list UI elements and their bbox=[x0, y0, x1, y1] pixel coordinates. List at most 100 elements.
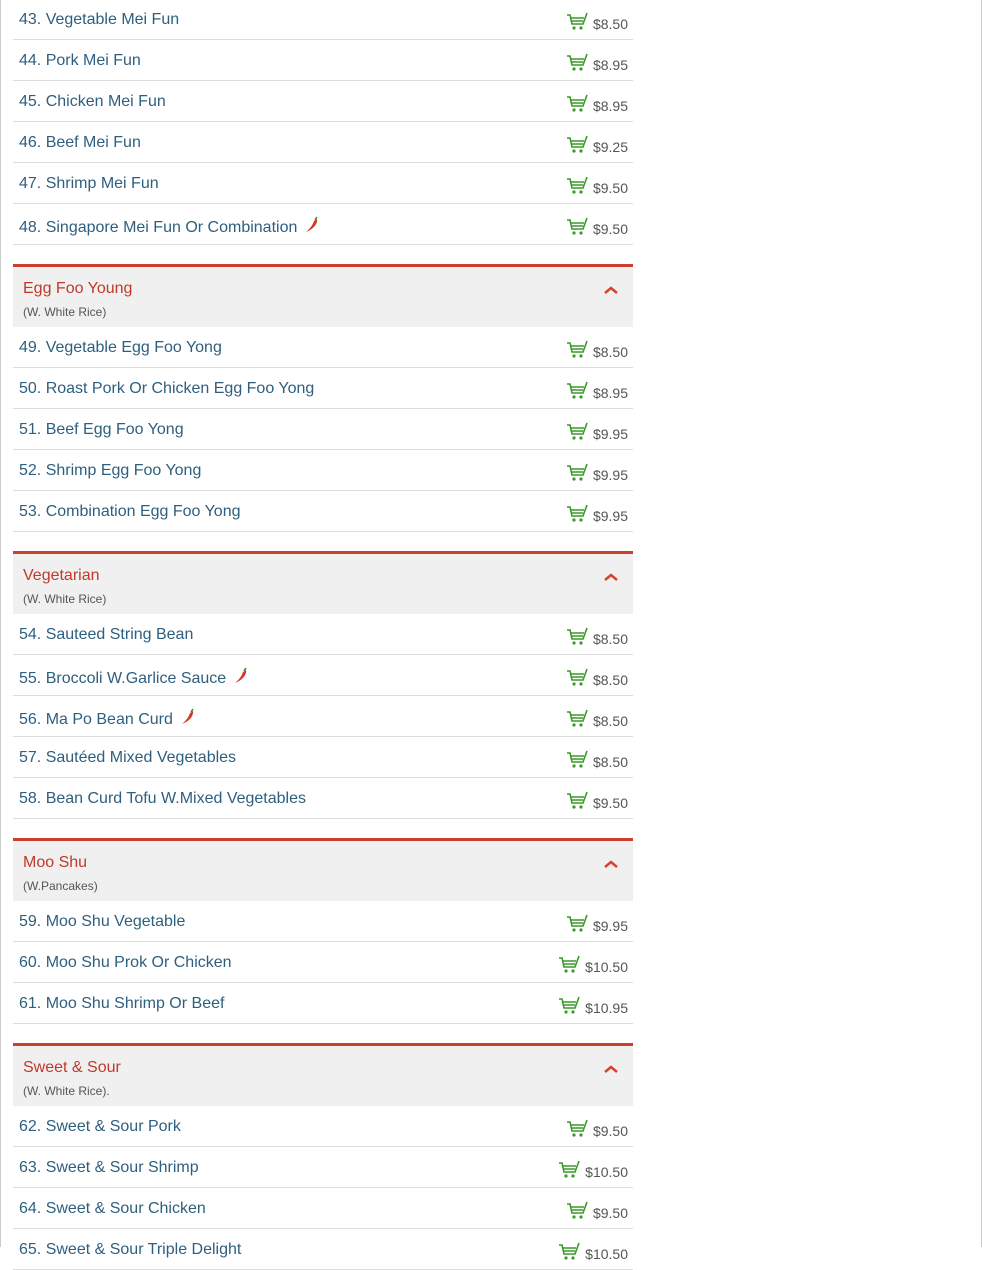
menu-item[interactable]: 65. Sweet & Sour Triple Delight $10.50 bbox=[13, 1229, 633, 1270]
item-name[interactable]: 45. Chicken Mei Fun bbox=[19, 93, 166, 110]
cart-icon[interactable] bbox=[566, 422, 590, 445]
cart-icon[interactable] bbox=[566, 750, 590, 773]
item-name[interactable]: 57. Sautéed Mixed Vegetables bbox=[19, 749, 237, 766]
item-name[interactable]: 56. Ma Po Bean Curd bbox=[19, 711, 173, 728]
item-name[interactable]: 47. Shrimp Mei Fun bbox=[19, 175, 159, 192]
item-name[interactable]: 59. Moo Shu Vegetable bbox=[19, 913, 186, 930]
chevron-up-icon[interactable] bbox=[603, 569, 619, 587]
menu-item[interactable]: 64. Sweet & Sour Chicken $9.50 bbox=[13, 1188, 633, 1229]
cart-icon[interactable] bbox=[566, 1119, 590, 1142]
menu-item[interactable]: 60. Moo Shu Prok Or Chicken $10.50 bbox=[13, 942, 633, 983]
cart-icon[interactable] bbox=[566, 914, 590, 937]
add-to-cart[interactable]: $9.50 bbox=[566, 217, 628, 240]
add-to-cart[interactable]: $8.50 bbox=[566, 709, 628, 732]
menu-item[interactable]: 55. Broccoli W.Garlice Sauce $8.50 bbox=[13, 655, 633, 696]
item-name[interactable]: 51. Beef Egg Foo Yong bbox=[19, 421, 184, 438]
add-to-cart[interactable]: $9.50 bbox=[566, 1201, 628, 1224]
menu-item[interactable]: 49. Vegetable Egg Foo Yong $8.50 bbox=[13, 327, 633, 368]
item-name[interactable]: 63. Sweet & Sour Shrimp bbox=[19, 1159, 199, 1176]
add-to-cart[interactable]: $10.95 bbox=[558, 996, 628, 1019]
menu-item[interactable]: 53. Combination Egg Foo Yong $9.95 bbox=[13, 491, 633, 532]
cart-icon[interactable] bbox=[566, 217, 590, 240]
add-to-cart[interactable]: $8.95 bbox=[566, 94, 628, 117]
cart-icon[interactable] bbox=[566, 176, 590, 199]
cart-icon[interactable] bbox=[566, 53, 590, 76]
add-to-cart[interactable]: $9.95 bbox=[566, 504, 628, 527]
item-name[interactable]: 55. Broccoli W.Garlice Sauce bbox=[19, 670, 227, 687]
cart-icon[interactable] bbox=[566, 381, 590, 404]
menu-item[interactable]: 43. Vegetable Mei Fun $8.50 bbox=[13, 0, 633, 40]
cart-icon[interactable] bbox=[566, 668, 590, 691]
cart-icon[interactable] bbox=[566, 791, 590, 814]
category-header[interactable]: Sweet & Sour (W. White Rice). bbox=[13, 1043, 633, 1106]
menu-item[interactable]: 59. Moo Shu Vegetable $9.95 bbox=[13, 901, 633, 942]
item-name[interactable]: 44. Pork Mei Fun bbox=[19, 52, 141, 69]
menu-item[interactable]: 54. Sauteed String Bean $8.50 bbox=[13, 614, 633, 655]
add-to-cart[interactable]: $9.50 bbox=[566, 176, 628, 199]
add-to-cart[interactable]: $9.95 bbox=[566, 914, 628, 937]
item-name[interactable]: 54. Sauteed String Bean bbox=[19, 626, 194, 643]
cart-icon[interactable] bbox=[558, 1160, 582, 1183]
add-to-cart[interactable]: $10.50 bbox=[558, 1242, 628, 1265]
item-name[interactable]: 62. Sweet & Sour Pork bbox=[19, 1118, 181, 1135]
cart-icon[interactable] bbox=[566, 94, 590, 117]
chevron-up-icon[interactable] bbox=[603, 1061, 619, 1079]
add-to-cart[interactable]: $8.50 bbox=[566, 12, 628, 35]
add-to-cart[interactable]: $8.50 bbox=[566, 340, 628, 363]
cart-icon[interactable] bbox=[566, 627, 590, 650]
item-name[interactable]: 61. Moo Shu Shrimp Or Beef bbox=[19, 995, 225, 1012]
add-to-cart[interactable]: $8.95 bbox=[566, 381, 628, 404]
menu-item[interactable]: 52. Shrimp Egg Foo Yong $9.95 bbox=[13, 450, 633, 491]
menu-item[interactable]: 63. Sweet & Sour Shrimp $10.50 bbox=[13, 1147, 633, 1188]
menu-item[interactable]: 48. Singapore Mei Fun Or Combination $9.… bbox=[13, 204, 633, 245]
category-header[interactable]: Vegetarian (W. White Rice) bbox=[13, 551, 633, 614]
menu-item[interactable]: 57. Sautéed Mixed Vegetables $8.50 bbox=[13, 737, 633, 778]
menu-item[interactable]: 46. Beef Mei Fun $9.25 bbox=[13, 122, 633, 163]
category-header[interactable]: Moo Shu (W.Pancakes) bbox=[13, 838, 633, 901]
item-name[interactable]: 49. Vegetable Egg Foo Yong bbox=[19, 339, 222, 356]
menu-item[interactable]: 62. Sweet & Sour Pork $9.50 bbox=[13, 1106, 633, 1147]
chevron-up-icon[interactable] bbox=[603, 856, 619, 874]
item-name[interactable]: 64. Sweet & Sour Chicken bbox=[19, 1200, 206, 1217]
cart-icon[interactable] bbox=[558, 1242, 582, 1265]
item-name[interactable]: 43. Vegetable Mei Fun bbox=[19, 11, 180, 28]
add-to-cart[interactable]: $8.50 bbox=[566, 627, 628, 650]
cart-icon[interactable] bbox=[566, 709, 590, 732]
cart-icon[interactable] bbox=[558, 996, 582, 1019]
item-name[interactable]: 58. Bean Curd Tofu W.Mixed Vegetables bbox=[19, 790, 306, 807]
menu-item[interactable]: 56. Ma Po Bean Curd $8.50 bbox=[13, 696, 633, 737]
cart-icon[interactable] bbox=[566, 340, 590, 363]
add-to-cart[interactable]: $8.95 bbox=[566, 53, 628, 76]
cart-icon[interactable] bbox=[566, 1201, 590, 1224]
add-to-cart[interactable]: $8.50 bbox=[566, 750, 628, 773]
item-name[interactable]: 50. Roast Pork Or Chicken Egg Foo Yong bbox=[19, 380, 315, 397]
add-to-cart[interactable]: $9.95 bbox=[566, 422, 628, 445]
item-name[interactable]: 52. Shrimp Egg Foo Yong bbox=[19, 462, 202, 479]
menu-item[interactable]: 47. Shrimp Mei Fun $9.50 bbox=[13, 163, 633, 204]
add-to-cart[interactable]: $8.50 bbox=[566, 668, 628, 691]
category-header[interactable]: Egg Foo Young (W. White Rice) bbox=[13, 264, 633, 327]
menu-item[interactable]: 51. Beef Egg Foo Yong $9.95 bbox=[13, 409, 633, 450]
add-to-cart[interactable]: $10.50 bbox=[558, 1160, 628, 1183]
menu-item[interactable]: 44. Pork Mei Fun $8.95 bbox=[13, 40, 633, 81]
item-name[interactable]: 48. Singapore Mei Fun Or Combination bbox=[19, 219, 298, 236]
add-to-cart[interactable]: $9.50 bbox=[566, 791, 628, 814]
cart-icon[interactable] bbox=[558, 955, 582, 978]
add-to-cart[interactable]: $9.50 bbox=[566, 1119, 628, 1142]
add-to-cart[interactable]: $9.95 bbox=[566, 463, 628, 486]
add-to-cart[interactable]: $9.25 bbox=[566, 135, 628, 158]
cart-icon[interactable] bbox=[566, 135, 590, 158]
menu-item[interactable]: 61. Moo Shu Shrimp Or Beef $10.95 bbox=[13, 983, 633, 1024]
item-name[interactable]: 53. Combination Egg Foo Yong bbox=[19, 503, 241, 520]
cart-icon[interactable] bbox=[566, 463, 590, 486]
add-to-cart[interactable]: $10.50 bbox=[558, 955, 628, 978]
menu-item[interactable]: 50. Roast Pork Or Chicken Egg Foo Yong $… bbox=[13, 368, 633, 409]
menu-item[interactable]: 58. Bean Curd Tofu W.Mixed Vegetables $9… bbox=[13, 778, 633, 819]
item-name[interactable]: 46. Beef Mei Fun bbox=[19, 134, 141, 151]
item-name[interactable]: 65. Sweet & Sour Triple Delight bbox=[19, 1241, 242, 1258]
cart-icon[interactable] bbox=[566, 504, 590, 527]
cart-icon[interactable] bbox=[566, 12, 590, 35]
item-name[interactable]: 60. Moo Shu Prok Or Chicken bbox=[19, 954, 232, 971]
menu-item[interactable]: 45. Chicken Mei Fun $8.95 bbox=[13, 81, 633, 122]
chevron-up-icon[interactable] bbox=[603, 282, 619, 300]
